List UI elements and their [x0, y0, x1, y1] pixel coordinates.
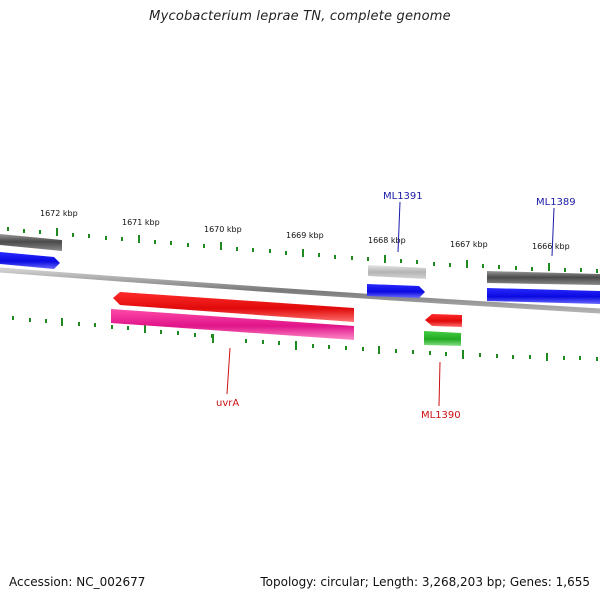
outer-tick-row: [7, 227, 598, 273]
gene-feature-green-ml1390[interactable]: [424, 331, 461, 346]
gene-feature-grey-left[interactable]: [0, 234, 62, 251]
genome-backbone: [0, 267, 600, 314]
gene-feature-blue-ml1389[interactable]: [487, 288, 600, 304]
map-title: Mycobacterium leprae TN, complete genome: [149, 9, 451, 24]
inner-tick-row: [12, 316, 598, 361]
scale-label-1669: 1669 kbp: [286, 231, 324, 240]
gene-feature-pink-uvra[interactable]: [111, 309, 354, 340]
scale-label-1666: 1666 kbp: [532, 242, 570, 251]
scale-label-1670: 1670 kbp: [204, 225, 242, 234]
gene-feature-red-ml1390[interactable]: [425, 314, 462, 327]
ml1391-callout-line: [397, 201, 401, 253]
ml1390-callout-line: [438, 361, 441, 407]
gene-feature-grey-ml1391[interactable]: [368, 265, 426, 279]
gene-label-ml1391[interactable]: ML1391: [383, 191, 423, 202]
gene-label-ml1390[interactable]: ML1390: [421, 410, 461, 421]
scale-label-1668: 1668 kbp: [368, 236, 406, 245]
gene-feature-red-uvra[interactable]: [113, 292, 354, 322]
gene-feature-grey-ml1389[interactable]: [487, 271, 600, 285]
genome-summary-label: Topology: circular; Length: 3,268,203 bp…: [260, 575, 590, 589]
uvra-callout-line: [226, 347, 231, 395]
scale-label-1671: 1671 kbp: [122, 218, 160, 227]
scale-label-1667: 1667 kbp: [450, 240, 488, 249]
gene-label-ml1389[interactable]: ML1389: [536, 197, 576, 208]
accession-label: Accession: NC_002677: [9, 575, 146, 589]
gene-feature-blue-ml1391[interactable]: [367, 284, 425, 298]
ml1389-callout-line: [551, 207, 555, 257]
gene-label-uvra[interactable]: uvrA: [216, 398, 239, 409]
scale-label-1672: 1672 kbp: [40, 209, 78, 218]
gene-feature-blue-left[interactable]: [0, 252, 60, 269]
